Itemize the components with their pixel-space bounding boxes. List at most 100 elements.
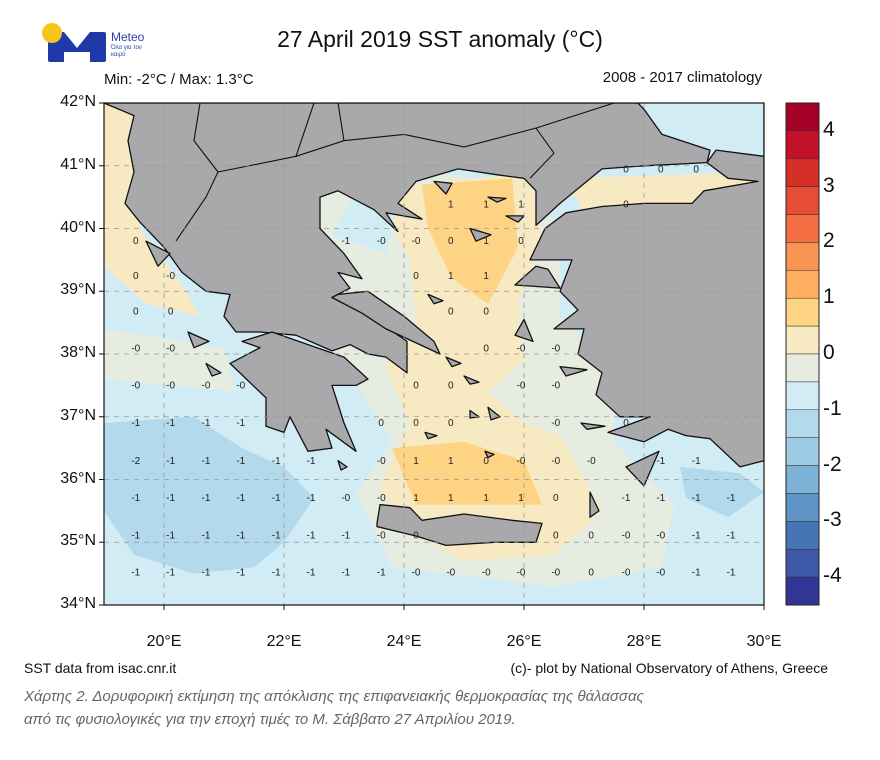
- anomaly-value-label: 1: [483, 199, 489, 210]
- anomaly-value-label: 0: [168, 307, 174, 318]
- lat-label: 36°N: [60, 469, 96, 487]
- anomaly-value-label: 1: [448, 199, 454, 210]
- anomaly-value-label: -1: [272, 568, 281, 579]
- min-max-text: Min: -2°C / Max: 1.3°C: [104, 71, 254, 88]
- colorbar-bin: [785, 186, 820, 215]
- lon-label: 30°E: [746, 633, 782, 650]
- anomaly-value-label: 0: [623, 418, 629, 429]
- anomaly-value-label: 0: [553, 531, 559, 542]
- anomaly-value-label: -1: [727, 568, 736, 579]
- anomaly-value-label: 0: [378, 418, 384, 429]
- anomaly-region: [104, 416, 314, 574]
- anomaly-value-label: -1: [202, 531, 211, 542]
- logo-tagline: Όλα για τον καιρό: [111, 45, 142, 58]
- anomaly-value-label: 1: [448, 493, 454, 504]
- land-lemnos: [469, 227, 492, 242]
- colorbar-label: 0: [823, 341, 835, 364]
- anomaly-value-label: -1: [166, 456, 175, 467]
- anomaly-value-label: 1: [413, 493, 419, 504]
- anomaly-value-label: -1: [341, 568, 350, 579]
- anomaly-value-label: -0: [166, 271, 175, 282]
- anomaly-value-label: -0: [166, 344, 175, 355]
- anomaly-value-label: -0: [551, 418, 560, 429]
- land-kefalonia: [187, 331, 210, 349]
- anomaly-value-label: -1: [236, 456, 245, 467]
- anomaly-value-label: 0: [518, 236, 524, 247]
- anomaly-value-label: 0: [623, 199, 629, 210]
- colorbar-label: 4: [823, 117, 835, 141]
- colorbar-bin: [785, 576, 820, 606]
- colorbar-bin: [785, 548, 820, 578]
- anomaly-value-label: -0: [446, 568, 455, 579]
- lon-label: 20°E: [146, 633, 182, 650]
- land-peloponnese: [229, 331, 369, 452]
- anomaly-value-label: 0: [133, 271, 139, 282]
- anomaly-value-label: 0: [413, 381, 419, 392]
- anomaly-value-label: -1: [131, 568, 140, 579]
- anomaly-value-label: -0: [587, 456, 596, 467]
- anomaly-value-label: -1: [727, 493, 736, 504]
- anomaly-value-label: -2: [131, 456, 140, 467]
- anomaly-value-label: -1: [307, 531, 316, 542]
- anomaly-value-label: -1: [166, 418, 175, 429]
- caption-line-2: από τις φυσιολογικές για την εποχή τιμές…: [24, 711, 516, 728]
- anomaly-value-label: -1: [166, 568, 175, 579]
- anomaly-value-label: -0: [656, 531, 665, 542]
- colorbar-bin: [785, 270, 820, 299]
- land-chios: [514, 318, 534, 343]
- anomaly-value-label: 0: [448, 236, 454, 247]
- colorbar-bin: [785, 353, 820, 383]
- anomaly-value-label: 0: [623, 164, 629, 175]
- anomaly-value-label: -0: [131, 381, 140, 392]
- colorbar-label: -3: [823, 508, 842, 532]
- land-santorini: [484, 450, 495, 459]
- colorbar-bin: [785, 521, 820, 550]
- anomaly-value-label: -0: [377, 493, 386, 504]
- anomaly-value-label: -1: [166, 493, 175, 504]
- land-balkan-mainland: [104, 103, 711, 374]
- lat-label: 34°N: [60, 595, 96, 612]
- country-border: [337, 103, 345, 141]
- anomaly-value-label: -1: [692, 568, 701, 579]
- colorbar-label: -2: [823, 452, 842, 476]
- anomaly-value-label: -1: [692, 456, 701, 467]
- lat-label: 37°N: [60, 406, 96, 424]
- anomaly-value-label: -1: [377, 568, 386, 579]
- map-plot-area: 0 0 0 1 1 1 0 0 -1 -0 -0 0 1 0 0 -0 0 1 1 0 0 0 0 -0 -0 0 -0 -0 -0 -0…: [104, 103, 764, 605]
- anomaly-value-label: -1: [307, 493, 316, 504]
- anomaly-value-label: 0: [483, 307, 489, 318]
- anomaly-value-label: -0: [202, 381, 211, 392]
- colorbar-label: 2: [823, 229, 835, 253]
- anomaly-value-label: -0: [551, 568, 560, 579]
- anomaly-value-label: -0: [166, 381, 175, 392]
- land-zakynthos: [205, 362, 222, 377]
- anomaly-value-label: -1: [692, 531, 701, 542]
- anomaly-value-label: -1: [656, 456, 665, 467]
- plot-credit-text: (c)- plot by National Observatory of Ath…: [510, 660, 828, 676]
- colorbar-label: -1: [823, 396, 842, 420]
- anomaly-value-label: -0: [622, 531, 631, 542]
- colorbar-bin: [785, 493, 820, 522]
- anomaly-value-label: 1: [518, 493, 524, 504]
- lon-label: 22°E: [266, 633, 302, 650]
- anomaly-value-label: 1: [518, 199, 524, 210]
- anomaly-value-label: 0: [413, 531, 419, 542]
- anomaly-value-label: -0: [517, 568, 526, 579]
- land-thasos: [433, 180, 453, 195]
- land-milos: [424, 431, 438, 440]
- anomaly-value-label: -1: [166, 531, 175, 542]
- anomaly-value-label: 1: [413, 456, 419, 467]
- anomaly-value-label: 1: [448, 271, 454, 282]
- colorbar-bin: [785, 130, 820, 160]
- colorbar-frame: [785, 102, 820, 606]
- colorbar-bin: [785, 214, 820, 243]
- anomaly-value-label: -0: [517, 344, 526, 355]
- country-border: [295, 103, 315, 157]
- colorbar-label: 3: [823, 173, 835, 197]
- anomaly-value-label: -0: [412, 568, 421, 579]
- land-samos: [559, 365, 588, 377]
- colorbar-bin: [785, 242, 820, 271]
- anomaly-value-label: -0: [131, 344, 140, 355]
- colorbar-bin: [785, 102, 820, 132]
- anomaly-value-label: -1: [307, 456, 316, 467]
